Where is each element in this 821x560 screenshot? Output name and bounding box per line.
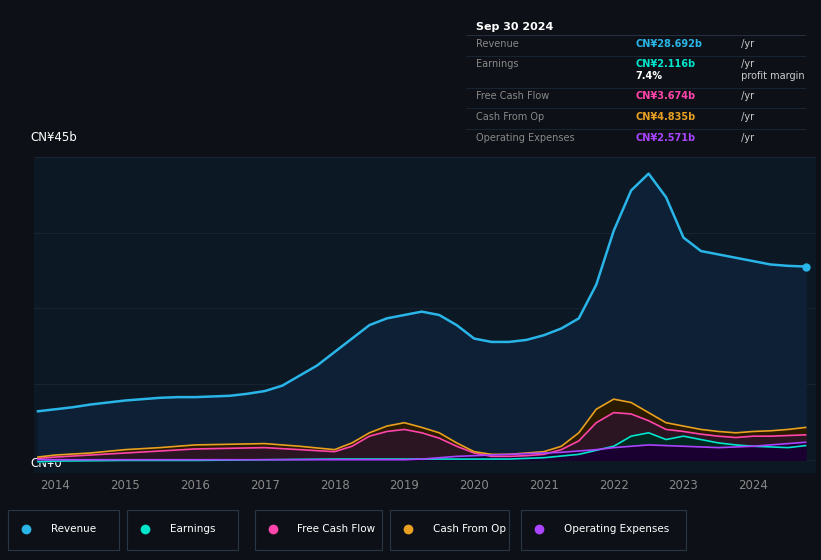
Text: CN¥45b: CN¥45b (30, 131, 77, 144)
Text: /yr: /yr (738, 91, 754, 101)
Text: Revenue: Revenue (51, 524, 96, 534)
Text: Free Cash Flow: Free Cash Flow (297, 524, 375, 534)
Text: Revenue: Revenue (475, 39, 519, 49)
Text: Operating Expenses: Operating Expenses (564, 524, 669, 534)
Text: 7.4%: 7.4% (635, 72, 663, 81)
Text: /yr: /yr (738, 112, 754, 122)
Text: Cash From Op: Cash From Op (475, 112, 544, 122)
Text: profit margin: profit margin (738, 72, 805, 81)
Text: /yr: /yr (738, 59, 754, 69)
Text: CN¥4.835b: CN¥4.835b (635, 112, 696, 122)
Text: CN¥3.674b: CN¥3.674b (635, 91, 696, 101)
Text: Sep 30 2024: Sep 30 2024 (475, 22, 553, 32)
Text: Operating Expenses: Operating Expenses (475, 133, 575, 143)
Text: Earnings: Earnings (170, 524, 215, 534)
Text: /yr: /yr (738, 133, 754, 143)
Text: CN¥0: CN¥0 (30, 457, 62, 470)
Text: /yr: /yr (738, 39, 754, 49)
Text: Free Cash Flow: Free Cash Flow (475, 91, 549, 101)
Text: CN¥2.116b: CN¥2.116b (635, 59, 696, 69)
Text: Earnings: Earnings (475, 59, 518, 69)
Text: CN¥28.692b: CN¥28.692b (635, 39, 703, 49)
Text: Cash From Op: Cash From Op (433, 524, 506, 534)
Text: CN¥2.571b: CN¥2.571b (635, 133, 696, 143)
